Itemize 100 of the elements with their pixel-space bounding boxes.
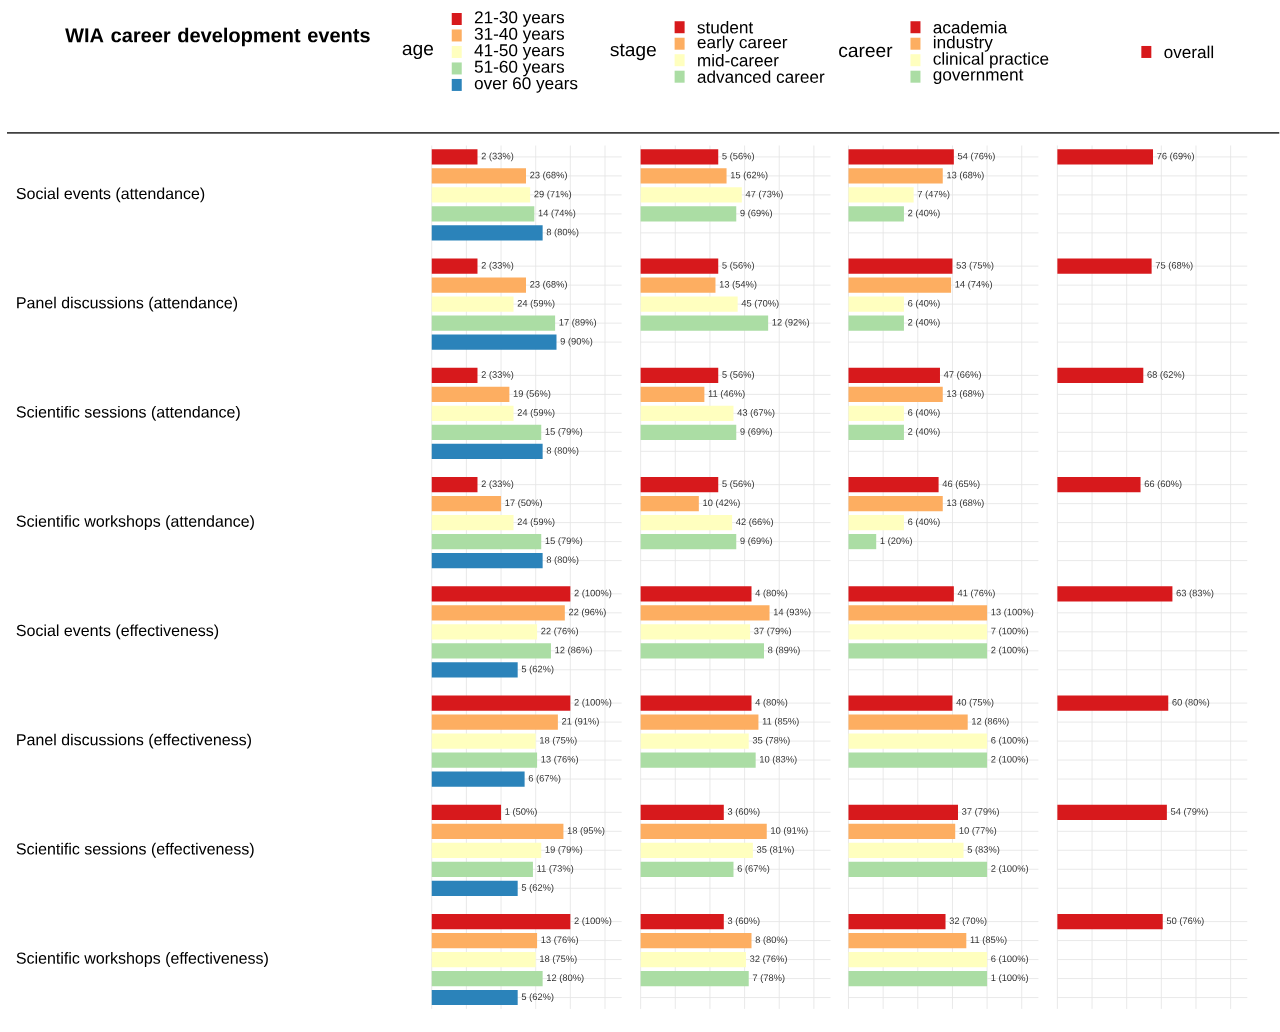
bar — [431, 861, 533, 877]
data-label: 2 (100%) — [574, 917, 612, 926]
bar — [431, 443, 543, 459]
data-label: 5 (83%) — [967, 845, 1000, 855]
data-label: 40 (75%) — [956, 698, 994, 708]
bar — [640, 367, 719, 383]
bar — [848, 804, 958, 820]
legend-label: mid-career — [698, 53, 779, 67]
bar — [431, 552, 543, 568]
data-label: 11 (73%) — [537, 864, 574, 874]
bar — [1057, 913, 1163, 929]
legend-label: 31-40 years — [474, 27, 565, 44]
bar — [1057, 695, 1169, 711]
bar — [640, 168, 727, 184]
bar — [431, 258, 478, 274]
bar — [848, 624, 988, 640]
bar — [431, 367, 478, 383]
bar — [431, 643, 551, 659]
data-label: 4 (80%) — [755, 589, 788, 599]
data-label: 68 (62%) — [1147, 370, 1185, 380]
bar — [640, 951, 746, 967]
data-label: 22 (96%) — [568, 608, 606, 618]
data-label: 21 (91%) — [562, 717, 599, 727]
y-tick-label: Scientific sessions (effectiveness) — [16, 842, 254, 858]
bar — [640, 476, 719, 493]
bar — [848, 586, 954, 602]
bar — [848, 315, 904, 331]
bar — [848, 206, 904, 222]
bar — [431, 932, 538, 948]
y-tick-label: Social events (attendance) — [16, 187, 205, 203]
legend-label: over 60 years — [474, 76, 578, 93]
data-label: 2 (33%) — [481, 370, 514, 380]
data-label: 11 (85%) — [762, 717, 799, 727]
data-label: 60 (80%) — [1172, 698, 1210, 708]
y-tick-label: Panel discussions (attendance) — [17, 296, 238, 312]
data-label: 13 (100%) — [991, 608, 1034, 618]
bar — [848, 149, 954, 165]
data-label: 8 (89%) — [768, 646, 800, 655]
bar — [848, 296, 904, 312]
data-label: 2 (33%) — [481, 480, 514, 489]
bar — [1057, 258, 1152, 274]
data-label: 23 (68%) — [530, 280, 567, 290]
bar — [848, 695, 953, 711]
bar — [640, 823, 767, 839]
data-label: 6 (67%) — [528, 774, 561, 784]
bar — [640, 277, 716, 293]
data-label: 50 (76%) — [1166, 917, 1204, 926]
data-label: 6 (40%) — [908, 518, 940, 527]
bar — [431, 804, 502, 820]
bar — [431, 913, 571, 929]
bar — [848, 861, 988, 877]
data-label: 6 (40%) — [908, 408, 940, 418]
bar — [848, 258, 953, 274]
legend-label: clinical practice — [933, 52, 1049, 69]
bar — [431, 334, 557, 350]
bar — [431, 714, 558, 730]
bar — [431, 586, 571, 602]
bar — [431, 514, 514, 531]
bar — [431, 405, 514, 421]
bar — [640, 714, 759, 730]
data-label: 41 (76%) — [957, 589, 995, 599]
bar — [640, 586, 752, 602]
data-label: 5 (62%) — [521, 665, 554, 674]
data-label: 8 (80%) — [546, 446, 579, 456]
data-label: 54 (76%) — [957, 152, 995, 162]
bar — [431, 733, 536, 749]
data-label: 10 (83%) — [760, 755, 797, 765]
legend-label: government — [933, 69, 1024, 84]
bar — [431, 605, 565, 621]
data-label: 9 (69%) — [740, 427, 772, 437]
data-label: 18 (75%) — [540, 955, 577, 964]
data-label: 32 (70%) — [949, 917, 987, 926]
data-label: 17 (89%) — [559, 318, 597, 328]
bar — [640, 424, 737, 440]
bar — [848, 970, 988, 986]
bar — [431, 970, 543, 986]
data-label: 35 (78%) — [752, 736, 790, 746]
bar — [640, 149, 719, 165]
bar — [848, 424, 904, 440]
data-label: 7 (100%) — [991, 627, 1029, 636]
y-tick-label: Panel discussions (effectiveness) — [17, 733, 251, 749]
legend-label: industry — [933, 35, 993, 52]
data-label: 5 (62%) — [521, 992, 554, 1002]
bar — [848, 514, 904, 531]
bar — [640, 495, 699, 512]
data-label: 7 (47%) — [917, 190, 950, 200]
data-label: 5 (56%) — [722, 370, 754, 380]
data-label: 2 (40%) — [908, 427, 940, 437]
data-label: 17 (50%) — [505, 499, 542, 508]
legend-title: stage — [610, 43, 656, 60]
bar — [848, 405, 904, 421]
bar — [640, 386, 705, 402]
bar — [848, 605, 988, 621]
data-label: 18 (95%) — [567, 826, 605, 836]
bar — [640, 643, 764, 659]
data-label: 14 (74%) — [955, 280, 992, 290]
bar — [640, 752, 756, 768]
data-label: 13 (76%) — [541, 755, 579, 765]
bar — [431, 695, 571, 711]
data-label: 8 (80%) — [546, 556, 579, 565]
